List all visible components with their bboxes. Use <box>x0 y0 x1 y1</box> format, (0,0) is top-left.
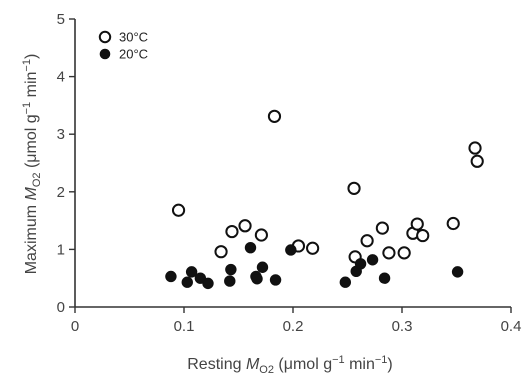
open-point-30c <box>468 141 482 155</box>
y-axis-title: Maximum MO2 (μmol g−1 min−1) <box>21 54 43 275</box>
filled-point-20c <box>202 277 214 290</box>
legend-marker-20c <box>99 48 111 60</box>
legend-marker-30c <box>98 30 112 44</box>
open-point-30c <box>238 219 252 233</box>
axes <box>74 19 511 308</box>
legend-label-20c: 20°C <box>119 47 148 62</box>
y-tick-label: 1 <box>57 241 65 258</box>
open-point-30c <box>360 234 374 248</box>
y-tick-label: 2 <box>57 184 65 201</box>
filled-point-20c <box>285 244 297 256</box>
open-point-30c <box>225 224 239 239</box>
legend-label-30c: 30°C <box>119 30 148 45</box>
open-point-30c <box>416 228 430 243</box>
filled-point-20c <box>224 275 236 287</box>
open-point-30c <box>214 245 228 259</box>
open-point-30c <box>347 181 361 195</box>
x-axis-title: Resting MO2 (μmol g−1 min−1) <box>187 354 393 374</box>
legend: 30°C 20°C <box>98 30 148 62</box>
open-point-30c <box>397 246 411 260</box>
x-tick-label: 0 <box>71 318 79 335</box>
filled-point-20c <box>339 276 352 288</box>
filled-point-20c <box>354 258 367 270</box>
x-tick-label: 0.4 <box>501 318 522 335</box>
filled-point-20c <box>251 273 263 285</box>
y-tick-label: 3 <box>57 126 65 143</box>
open-point-30c <box>446 216 460 231</box>
filled-point-20c <box>256 261 269 273</box>
open-point-30c <box>375 221 389 235</box>
filled-point-20c <box>269 274 282 286</box>
x-tick-label: 0.1 <box>174 318 195 335</box>
open-point-30c <box>306 241 320 255</box>
filled-point-20c <box>244 241 257 254</box>
x-tick-label: 0.2 <box>283 318 304 335</box>
filled-point-20c <box>165 270 177 283</box>
open-point-30c <box>171 203 186 217</box>
open-point-30c <box>382 246 396 260</box>
open-point-30c <box>267 109 282 123</box>
data-points <box>165 109 484 290</box>
filled-point-20c <box>181 276 193 288</box>
ticks: 0 0.1 0.2 0.3 0.4 0 1 2 3 4 5 <box>57 11 522 335</box>
y-tick-label: 0 <box>57 299 65 316</box>
filled-point-20c <box>366 254 379 266</box>
open-point-30c <box>410 217 424 231</box>
y-tick-label: 5 <box>57 11 65 28</box>
filled-point-20c <box>378 272 391 284</box>
open-point-30c <box>470 154 484 168</box>
filled-point-20c <box>225 263 237 276</box>
open-point-30c <box>254 228 268 242</box>
filled-point-20c <box>451 266 464 278</box>
filled-point-20c <box>185 266 198 278</box>
x-tick-label: 0.3 <box>392 318 413 335</box>
y-tick-label: 4 <box>57 69 65 86</box>
